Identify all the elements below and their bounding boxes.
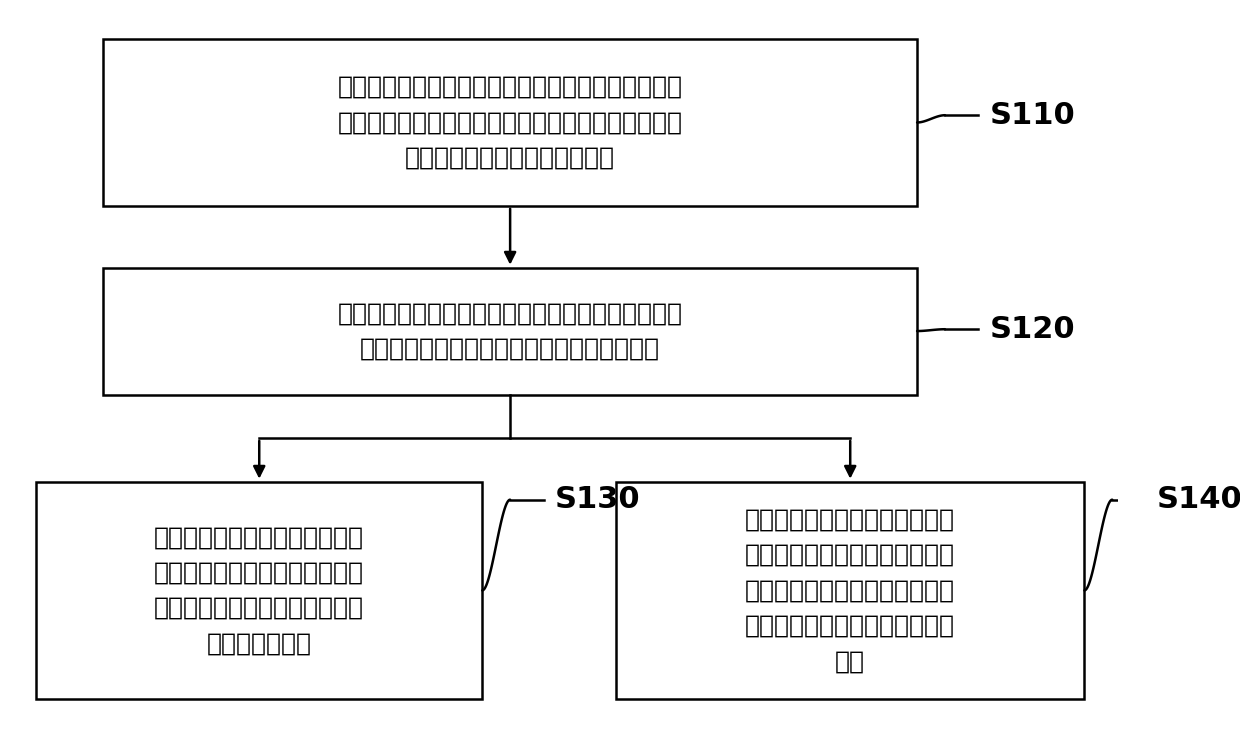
Text: 根据永磁同步电机当前转速与所述拐点转速之间的大
小关系，确定永磁同步电机当前所处的工作区: 根据永磁同步电机当前转速与所述拐点转速之间的大 小关系，确定永磁同步电机当前所处… <box>337 301 683 360</box>
Text: S120: S120 <box>990 315 1075 344</box>
Text: 根据永磁同步电机的电压方程和设定的电压利用率，
获得永磁同步电机由非弱磁区进入弱磁区对应的拐点
转速和弱磁区零扭矩点去磁电流: 根据永磁同步电机的电压方程和设定的电压利用率， 获得永磁同步电机由非弱磁区进入弱… <box>337 75 683 170</box>
Text: S110: S110 <box>990 101 1075 129</box>
FancyBboxPatch shape <box>36 482 482 700</box>
Text: 在所述永磁同步电机处于弱磁区
时，根据所述设定的电压利用率
和所述弱磁区零扭矩点去磁电流
在弱磁区自动标定永磁同步电机
电流: 在所述永磁同步电机处于弱磁区 时，根据所述设定的电压利用率 和所述弱磁区零扭矩点… <box>745 507 955 673</box>
FancyBboxPatch shape <box>616 482 1085 700</box>
FancyBboxPatch shape <box>103 39 918 206</box>
FancyBboxPatch shape <box>103 268 918 395</box>
Text: 在所述永磁同步电机处于非弱磁
区时，根据预设的最大转矩电流
比曲线在非弱磁区内自动标定永
磁同步电机电流: 在所述永磁同步电机处于非弱磁 区时，根据预设的最大转矩电流 比曲线在非弱磁区内自… <box>154 526 365 656</box>
Text: S140: S140 <box>1157 485 1240 514</box>
Text: S130: S130 <box>554 485 640 514</box>
